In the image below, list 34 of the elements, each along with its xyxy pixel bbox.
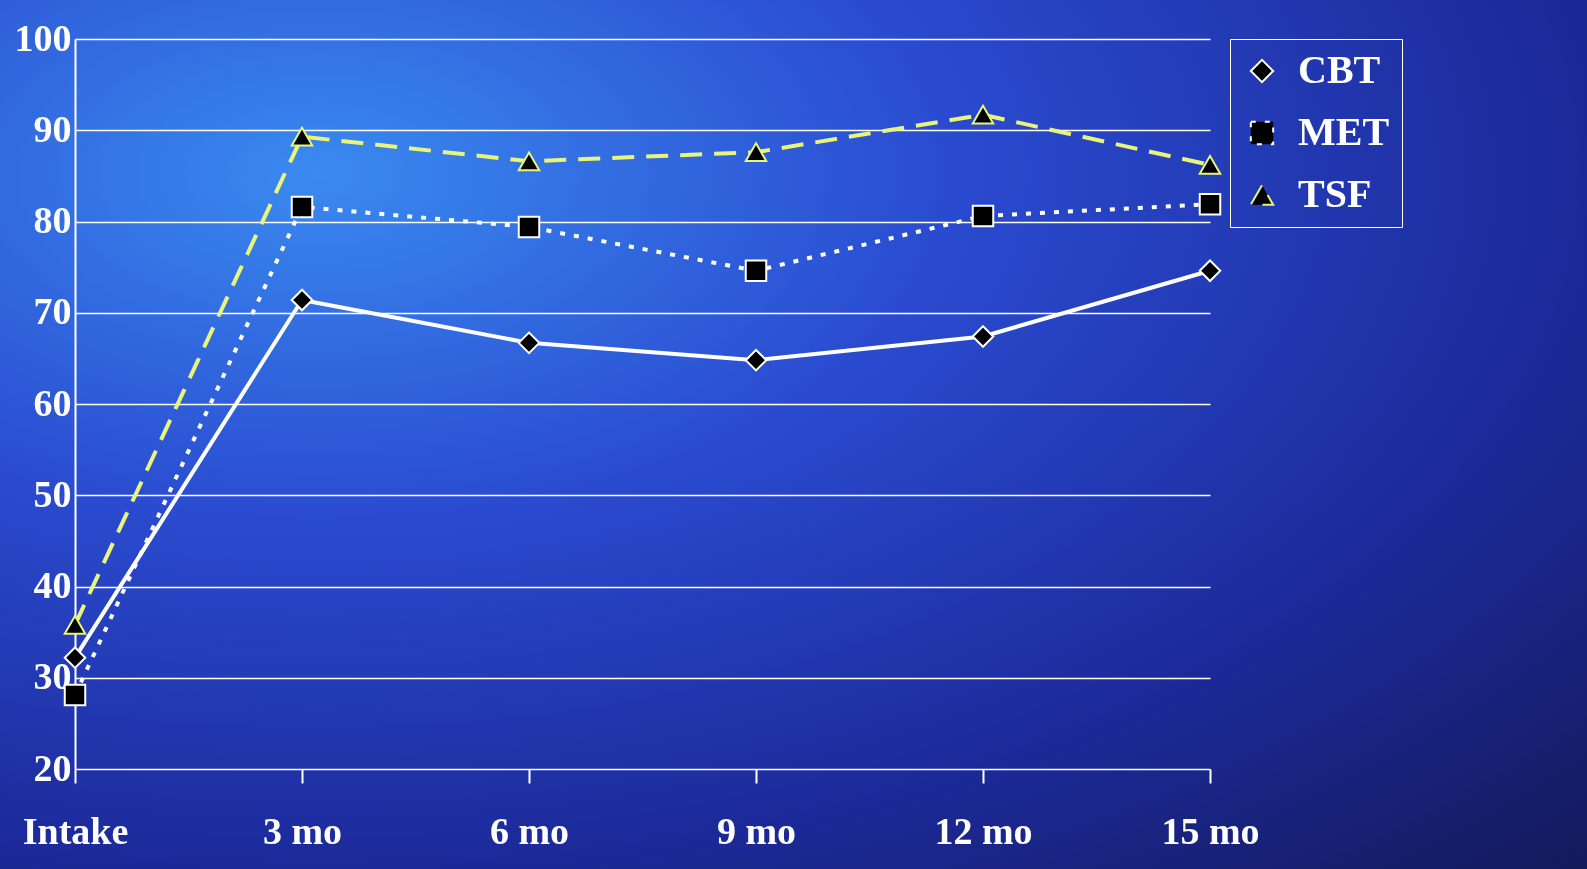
point [63, 614, 87, 635]
x-tick-label: 15 mo [1161, 809, 1260, 852]
legend-label: MET [1298, 109, 1390, 154]
point [744, 348, 768, 372]
point [290, 126, 314, 147]
y-tick-label: 80 [33, 199, 72, 241]
point [517, 215, 541, 239]
y-tick-label: 50 [33, 472, 72, 515]
point [1198, 259, 1222, 283]
y-tick-label: 70 [33, 290, 72, 333]
x-tick-label: 9 mo [716, 809, 797, 852]
x-tick-label: Intake [22, 809, 129, 852]
point [290, 288, 314, 312]
x-tick-label: 12 mo [934, 809, 1033, 852]
legend-label: CBT [1298, 47, 1381, 92]
y-tick-label: 30 [33, 655, 72, 698]
point [517, 151, 541, 172]
point [744, 142, 768, 163]
point [744, 259, 768, 283]
point [1198, 192, 1222, 216]
y-tick-label: 100 [14, 16, 72, 59]
point [971, 104, 995, 125]
point [971, 204, 995, 228]
point [517, 331, 541, 355]
point [1198, 155, 1222, 175]
y-tick-label: 90 [33, 107, 72, 150]
y-tick-label: 40 [33, 564, 72, 606]
y-tick-label: 20 [33, 746, 72, 789]
point [290, 195, 314, 219]
x-tick-label: 3 mo [262, 809, 343, 852]
y-tick-label: 60 [33, 381, 72, 424]
point [971, 325, 995, 348]
x-tick-label: 6 mo [489, 809, 570, 852]
legend-label: TSF [1298, 171, 1372, 216]
